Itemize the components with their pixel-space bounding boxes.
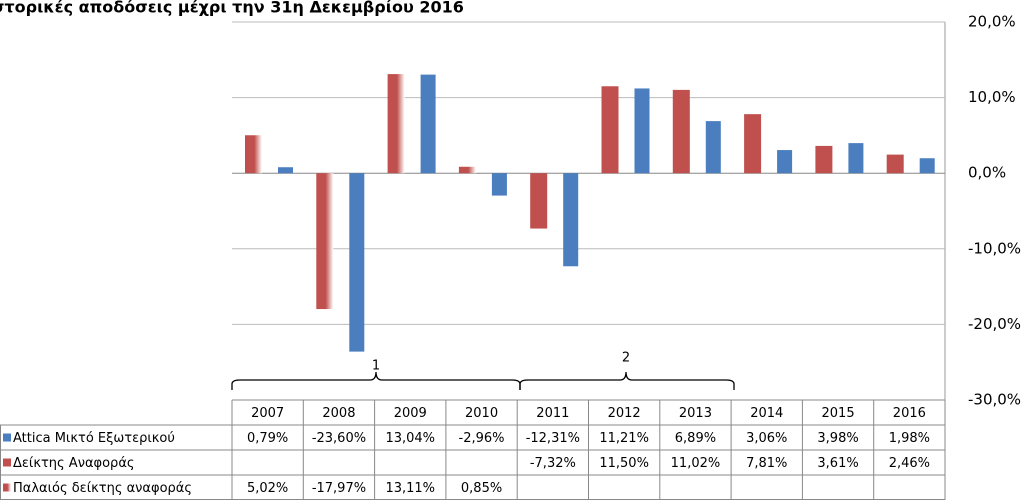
bar	[563, 173, 579, 267]
bar	[245, 135, 262, 174]
legend-label: Παλαιός δείκτης αναφοράς	[13, 481, 192, 496]
legend-label: Attica Μικτό Εξωτερικού	[13, 431, 175, 446]
y-tick-label: 20,0%	[968, 13, 1016, 31]
y-tick-label: -20,0%	[968, 315, 1021, 333]
data-label: 11,21%	[599, 431, 649, 446]
bar	[458, 166, 476, 174]
y-tick-label: 0,0%	[968, 164, 1006, 182]
x-tick-label: 2011	[536, 406, 569, 421]
legend-label: Δείκτης Αναφοράς	[13, 456, 135, 471]
data-label: 3,98%	[817, 431, 858, 446]
data-label: -7,32%	[530, 456, 576, 471]
x-tick-label: 2014	[750, 406, 783, 421]
x-tick-label: 2010	[465, 406, 498, 421]
data-label: 0,85%	[461, 481, 502, 496]
data-label: 11,50%	[599, 456, 649, 471]
bar	[491, 173, 507, 196]
data-label: 2,46%	[889, 456, 930, 471]
y-tick-label: -30,0%	[968, 391, 1021, 409]
x-tick-label: 2008	[322, 406, 355, 421]
legend-swatch	[3, 458, 11, 467]
bar	[886, 154, 904, 174]
x-tick-label: 2016	[893, 406, 926, 421]
bar	[387, 74, 405, 174]
data-label: 5,02%	[247, 481, 288, 496]
data-label: 3,06%	[746, 431, 787, 446]
legend-swatch	[3, 433, 11, 442]
bar	[848, 143, 864, 174]
bar	[530, 173, 548, 229]
data-label: 3,61%	[817, 456, 858, 471]
x-tick-label: 2012	[608, 406, 641, 421]
data-label: -12,31%	[526, 431, 580, 446]
bracket	[519, 371, 735, 390]
chart-title: Ιστορικές αποδόσεις μέχρι την 31η Δεκεμβ…	[0, 0, 464, 17]
bar	[420, 74, 436, 174]
x-tick-label: 2015	[822, 406, 855, 421]
x-tick-label: 2007	[251, 406, 284, 421]
bracket	[231, 371, 521, 390]
legend-swatch	[3, 483, 11, 492]
bar	[777, 150, 793, 174]
bar	[919, 158, 935, 174]
bar	[634, 88, 650, 174]
annotation: 1	[372, 359, 380, 374]
data-label: -2,96%	[459, 431, 505, 446]
data-label: 7,81%	[746, 456, 787, 471]
bar	[316, 173, 334, 310]
bar	[601, 86, 619, 174]
bar	[815, 145, 833, 174]
bar	[672, 89, 690, 174]
x-tick-label: 2009	[394, 406, 427, 421]
bar	[744, 114, 762, 174]
data-label: 13,04%	[385, 431, 435, 446]
bar	[349, 173, 365, 352]
bar	[705, 121, 721, 174]
data-label: 6,89%	[675, 431, 716, 446]
x-tick-label: 2013	[679, 406, 712, 421]
data-label: 11,02%	[671, 456, 721, 471]
data-label: 13,11%	[385, 481, 435, 496]
y-tick-label: -10,0%	[968, 239, 1021, 257]
data-label: -23,60%	[312, 431, 366, 446]
y-tick-label: 10,0%	[968, 88, 1016, 106]
data-label: 1,98%	[889, 431, 930, 446]
data-label: -17,97%	[312, 481, 366, 496]
data-label: 0,79%	[247, 431, 288, 446]
annotation: 2	[622, 351, 630, 366]
bar	[278, 167, 293, 174]
